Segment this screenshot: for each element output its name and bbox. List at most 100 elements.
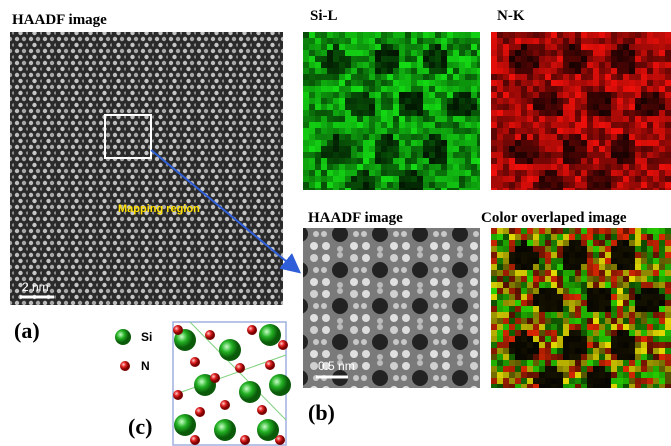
pixel xyxy=(557,32,563,38)
pixel xyxy=(545,336,551,342)
pixel xyxy=(563,312,569,318)
pixel xyxy=(569,282,575,288)
pixel xyxy=(369,80,375,86)
pixel xyxy=(557,264,563,270)
pixel xyxy=(465,134,471,140)
pixel xyxy=(659,288,665,294)
pixel xyxy=(641,264,647,270)
pixel xyxy=(665,378,671,384)
pixel xyxy=(357,158,363,164)
pixel xyxy=(357,44,363,50)
pixel xyxy=(491,86,497,92)
pixel xyxy=(605,312,611,318)
pixel xyxy=(503,378,509,384)
pixel xyxy=(617,92,623,98)
pixel xyxy=(423,182,429,188)
pixel xyxy=(393,146,399,152)
pixel xyxy=(435,134,441,140)
pixel xyxy=(629,246,635,252)
pixel xyxy=(593,318,599,324)
pixel xyxy=(345,176,351,182)
pixel xyxy=(521,62,527,68)
pixel xyxy=(533,342,539,348)
pixel xyxy=(629,98,635,104)
pixel xyxy=(587,270,593,276)
pixel xyxy=(521,360,527,366)
pixel xyxy=(515,354,521,360)
pixel xyxy=(539,270,545,276)
pixel xyxy=(617,98,623,104)
pixel xyxy=(653,74,659,80)
pixel xyxy=(417,98,423,104)
pixel xyxy=(393,134,399,140)
pixel xyxy=(509,164,515,170)
pixel xyxy=(477,50,480,56)
pixel xyxy=(387,86,393,92)
pixel xyxy=(659,110,665,116)
pixel xyxy=(629,282,635,288)
n-atom xyxy=(275,435,285,445)
pixel xyxy=(465,152,471,158)
pixel xyxy=(539,264,545,270)
pixel xyxy=(321,38,327,44)
pixel xyxy=(563,146,569,152)
pixel xyxy=(447,98,453,104)
pixel xyxy=(659,372,665,378)
pixel xyxy=(411,164,417,170)
pixel xyxy=(539,294,545,300)
pixel xyxy=(599,32,605,38)
pixel xyxy=(327,164,333,170)
pixel xyxy=(423,110,429,116)
pixel xyxy=(563,306,569,312)
pixel xyxy=(593,348,599,354)
pixel xyxy=(557,80,563,86)
pixel xyxy=(405,170,411,176)
pixel xyxy=(369,170,375,176)
pixel xyxy=(587,252,593,258)
pixel xyxy=(509,300,515,306)
pixel xyxy=(375,164,381,170)
pixel xyxy=(387,62,393,68)
pixel xyxy=(545,282,551,288)
pixel xyxy=(509,98,515,104)
pixel xyxy=(509,384,515,388)
pixel xyxy=(387,116,393,122)
pixel xyxy=(545,378,551,384)
pixel xyxy=(563,378,569,384)
pixel xyxy=(605,158,611,164)
pixel xyxy=(665,258,671,264)
pixel xyxy=(605,56,611,62)
pixel xyxy=(659,240,665,246)
n-atom xyxy=(205,330,215,340)
pixel xyxy=(623,384,629,388)
pixel xyxy=(303,182,309,188)
pixel xyxy=(497,110,503,116)
pixel xyxy=(497,50,503,56)
pixel xyxy=(545,68,551,74)
pixel xyxy=(575,62,581,68)
pixel xyxy=(539,384,545,388)
pixel xyxy=(557,354,563,360)
pixel xyxy=(405,44,411,50)
pixel xyxy=(659,378,665,384)
pixel xyxy=(399,176,405,182)
pixel xyxy=(653,312,659,318)
pixel xyxy=(665,188,671,190)
pixel xyxy=(345,38,351,44)
pixel xyxy=(617,110,623,116)
pixel xyxy=(653,122,659,128)
pixel xyxy=(635,86,641,92)
pixel xyxy=(605,182,611,188)
pixel xyxy=(533,240,539,246)
pixel xyxy=(611,62,617,68)
pixel xyxy=(563,104,569,110)
pixel xyxy=(581,182,587,188)
pixel xyxy=(629,342,635,348)
pixel xyxy=(617,176,623,182)
pixel xyxy=(375,140,381,146)
pixel xyxy=(569,300,575,306)
pixel xyxy=(399,158,405,164)
pixel xyxy=(417,140,423,146)
pixel xyxy=(405,104,411,110)
pixel xyxy=(521,188,527,190)
